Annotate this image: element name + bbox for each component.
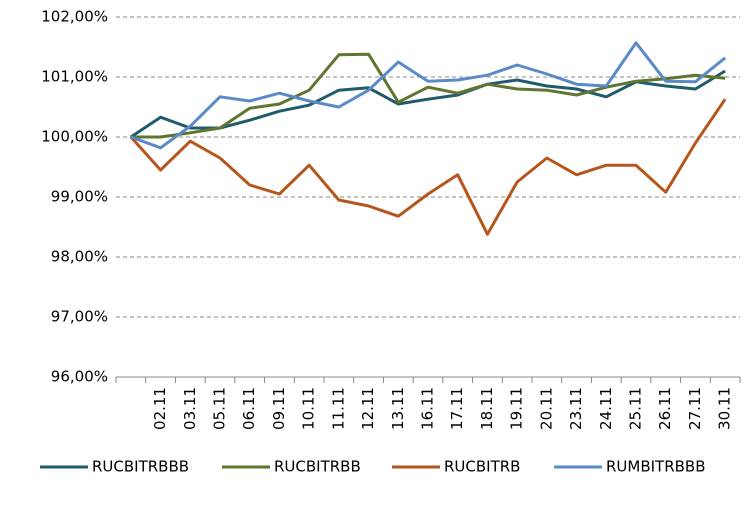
y-tick-label: 96,00% — [51, 368, 108, 386]
x-tick-label: 24.11 — [597, 387, 615, 430]
x-tick-label: 19.11 — [508, 387, 526, 430]
series-line — [130, 69, 726, 139]
x-tick-label: 12.11 — [359, 387, 377, 430]
x-tick-label: 30.11 — [716, 387, 734, 430]
x-tick-label: 06.11 — [240, 387, 258, 430]
series-line — [130, 52, 726, 139]
x-tick-label: 09.11 — [270, 387, 288, 430]
y-tick-label: 102,00% — [41, 8, 108, 26]
x-tick-label: 03.11 — [181, 387, 199, 430]
legend-label: RUCBITRB — [444, 458, 520, 476]
x-tick-label: 23.11 — [567, 387, 585, 430]
series-line — [130, 41, 727, 150]
y-tick-label: 100,00% — [41, 128, 108, 146]
y-tick-label: 99,00% — [51, 188, 108, 206]
legend-label: RUMBITRBBB — [606, 458, 706, 476]
x-tick-label: 18.11 — [478, 387, 496, 430]
x-tick-label: 16.11 — [419, 387, 437, 430]
x-tick-label: 20.11 — [537, 387, 555, 430]
x-tick-label: 05.11 — [211, 387, 229, 430]
legend-label: RUCBITRBB — [274, 458, 361, 476]
x-tick-label: 17.11 — [448, 387, 466, 430]
x-tick-label: 26.11 — [656, 387, 674, 430]
x-tick-label: 02.11 — [151, 387, 169, 430]
x-tick-label: 10.11 — [300, 387, 318, 430]
series-line — [129, 98, 727, 236]
x-tick-label: 13.11 — [389, 387, 407, 430]
y-tick-label: 101,00% — [41, 68, 108, 86]
x-tick-label: 11.11 — [329, 387, 347, 430]
x-tick-label: 27.11 — [686, 387, 704, 430]
y-tick-label: 97,00% — [51, 308, 108, 326]
x-tick-label: 25.11 — [627, 387, 645, 430]
y-tick-label: 98,00% — [51, 248, 108, 266]
legend-label: RUCBITRBBB — [92, 458, 189, 476]
